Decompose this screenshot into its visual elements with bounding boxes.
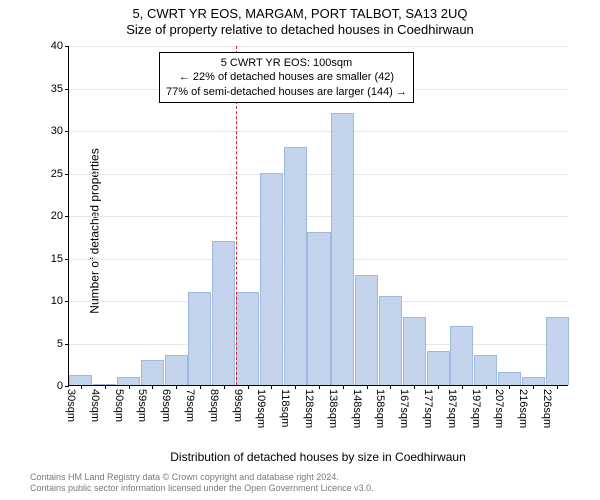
xtick-mark [462, 385, 463, 389]
ytick-mark [65, 216, 69, 217]
xtick-mark [486, 385, 487, 389]
xtick-label: 69sqm [160, 389, 172, 422]
xtick-mark [533, 385, 534, 389]
ytick-label: 30 [51, 125, 63, 137]
xtick-mark [367, 385, 368, 389]
xtick-label: 158sqm [374, 389, 386, 428]
xtick-mark [295, 385, 296, 389]
ytick-label: 20 [51, 210, 63, 222]
plot-area: 051015202530354030sqm40sqm50sqm59sqm69sq… [68, 46, 568, 386]
xtick-label: 187sqm [446, 389, 458, 428]
gridline [69, 131, 568, 132]
histogram-bar [450, 326, 473, 386]
xtick-mark [343, 385, 344, 389]
ytick-mark [65, 131, 69, 132]
ytick-label: 10 [51, 295, 63, 307]
xtick-label: 216sqm [517, 389, 529, 428]
footer-attribution: Contains HM Land Registry data © Crown c… [30, 472, 374, 494]
gridline [69, 46, 568, 47]
xtick-mark [509, 385, 510, 389]
histogram-bar [236, 292, 259, 386]
histogram-bar [427, 351, 450, 385]
xtick-label: 138sqm [327, 389, 339, 428]
xtick-label: 207sqm [493, 389, 505, 428]
xtick-mark [414, 385, 415, 389]
histogram-bar [284, 147, 307, 385]
title-line-2: Size of property relative to detached ho… [0, 22, 600, 38]
xtick-mark [271, 385, 272, 389]
ytick-label: 40 [51, 40, 63, 52]
ytick-mark [65, 174, 69, 175]
annotation-line-2: ← 22% of detached houses are smaller (42… [166, 70, 407, 84]
xtick-label: 118sqm [279, 389, 291, 427]
ytick-mark [65, 259, 69, 260]
xtick-mark [557, 385, 558, 389]
xtick-mark [129, 385, 130, 389]
xtick-mark [105, 385, 106, 389]
chart-title-block: 5, CWRT YR EOS, MARGAM, PORT TALBOT, SA1… [0, 0, 600, 39]
histogram-bar [474, 355, 497, 385]
xtick-label: 30sqm [65, 389, 77, 422]
ytick-mark [65, 89, 69, 90]
ytick-label: 25 [51, 168, 63, 180]
gridline [69, 174, 568, 175]
ytick-label: 35 [51, 83, 63, 95]
xtick-label: 167sqm [398, 389, 410, 428]
xtick-label: 148sqm [351, 389, 363, 428]
xtick-mark [176, 385, 177, 389]
footer-line-1: Contains HM Land Registry data © Crown c… [30, 472, 374, 483]
gridline [69, 216, 568, 217]
xtick-label: 99sqm [232, 389, 244, 422]
footer-line-2: Contains public sector information licen… [30, 483, 374, 494]
xtick-label: 226sqm [541, 389, 553, 428]
xtick-mark [390, 385, 391, 389]
histogram-bar [498, 372, 521, 385]
chart-container: Number of detached properties 0510152025… [48, 46, 578, 416]
histogram-bar [331, 113, 354, 385]
histogram-bar [212, 241, 235, 386]
xtick-mark [224, 385, 225, 389]
histogram-bar [403, 317, 426, 385]
xtick-label: 128sqm [303, 389, 315, 428]
xtick-mark [200, 385, 201, 389]
xtick-mark [319, 385, 320, 389]
annotation-line-1: 5 CWRT YR EOS: 100sqm [166, 56, 407, 70]
xtick-label: 177sqm [422, 389, 434, 428]
ytick-label: 0 [57, 380, 63, 392]
histogram-bar [355, 275, 378, 386]
ytick-label: 5 [57, 338, 63, 350]
ytick-mark [65, 46, 69, 47]
annotation-box: 5 CWRT YR EOS: 100sqm ← 22% of detached … [159, 52, 414, 103]
histogram-bar [69, 375, 92, 385]
histogram-bar [260, 173, 283, 386]
xtick-label: 197sqm [470, 389, 482, 428]
ytick-mark [65, 386, 69, 387]
histogram-bar [307, 232, 330, 385]
xtick-mark [152, 385, 153, 389]
histogram-bar [117, 377, 140, 386]
ytick-label: 15 [51, 253, 63, 265]
ytick-mark [65, 301, 69, 302]
xtick-label: 40sqm [89, 389, 101, 422]
ytick-mark [65, 344, 69, 345]
xtick-label: 89sqm [208, 389, 220, 422]
histogram-bar [188, 292, 211, 386]
histogram-bar [522, 377, 545, 386]
xtick-mark [438, 385, 439, 389]
histogram-bar [379, 296, 402, 385]
histogram-bar [165, 355, 188, 385]
xtick-label: 109sqm [255, 389, 267, 428]
title-line-1: 5, CWRT YR EOS, MARGAM, PORT TALBOT, SA1… [0, 6, 600, 22]
x-axis-label: Distribution of detached houses by size … [68, 450, 568, 464]
histogram-bar [546, 317, 569, 385]
histogram-bar [141, 360, 164, 386]
xtick-mark [81, 385, 82, 389]
xtick-label: 79sqm [184, 389, 196, 422]
xtick-mark [248, 385, 249, 389]
xtick-label: 59sqm [136, 389, 148, 422]
annotation-line-3: 77% of semi-detached houses are larger (… [166, 85, 407, 99]
xtick-label: 50sqm [113, 389, 125, 422]
